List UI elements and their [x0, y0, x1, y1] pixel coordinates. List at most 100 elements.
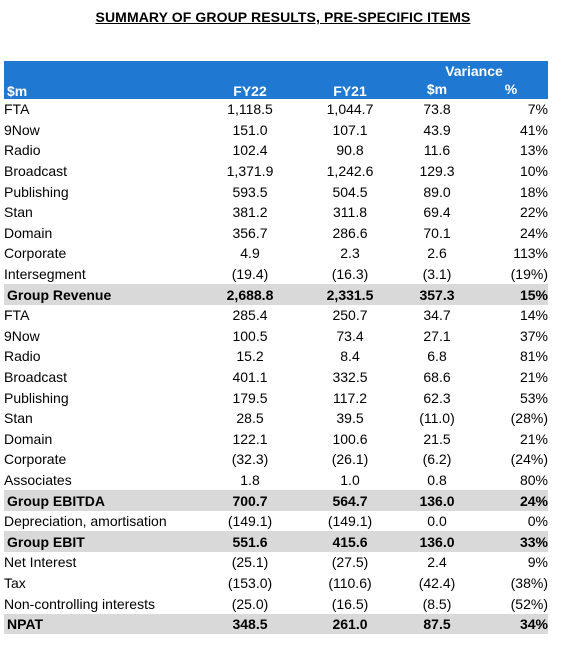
fy22-header: FY22 — [200, 61, 300, 99]
variance-dollar-value: 2.6 — [427, 245, 447, 262]
fy21-value: 117.2 — [333, 389, 367, 406]
row-label: Tax — [4, 574, 26, 591]
fy21-header: FY21 — [300, 61, 400, 99]
row-label: Radio — [4, 142, 41, 159]
fy21-value: 261.0 — [300, 613, 400, 635]
row-label: Associates — [4, 471, 72, 488]
variance-dollar-value: 129.3 — [419, 163, 455, 180]
variance-pct-value: 22% — [519, 204, 548, 221]
table-row: Non-controlling interests (25.0) (16.5) (8.… — [4, 593, 548, 614]
total-row: NPAT 348.5 261.0 87.5 34% — [4, 613, 548, 635]
variance-dollar-header: $m — [400, 79, 474, 99]
row-label: Group Revenue — [4, 284, 200, 305]
table-row: Radio 102.4 90.8 11.6 13% — [4, 140, 548, 161]
table-row: Stan 28.5 39.5 (11.0) (28%) — [4, 408, 548, 429]
variance-pct-value: 10% — [519, 163, 548, 180]
variance-dollar-value: 0.8 — [427, 471, 447, 488]
total-row: Group Revenue 2,688.8 2,331.5 357.3 15% — [4, 284, 548, 305]
variance-pct-value: 37% — [519, 327, 548, 344]
row-label: 9Now — [4, 121, 40, 138]
row-label: FTA — [4, 307, 30, 324]
row-label: Publishing — [4, 183, 69, 200]
fy21-value: (149.1) — [327, 513, 373, 530]
table-row: Tax (153.0) (110.6) (42.4) (38%) — [4, 573, 548, 594]
variance-dollar-value: 6.8 — [427, 348, 447, 365]
fy21-value: 1,044.7 — [326, 101, 374, 118]
variance-pct-value: 15% — [474, 284, 548, 305]
variance-dollar-value: 73.8 — [423, 101, 451, 118]
row-label: Net Interest — [4, 554, 77, 571]
variance-dollar-value: 136.0 — [400, 531, 474, 553]
variance-pct-value: 33% — [474, 531, 548, 553]
fy22-value: 122.1 — [232, 430, 268, 447]
variance-pct-value: 21% — [519, 369, 548, 386]
variance-pct-value: (38%) — [510, 574, 548, 591]
variance-pct-value: 41% — [519, 121, 548, 138]
table-row: FTA 1,118.5 1,044.7 73.8 7% — [4, 99, 548, 120]
fy22-value: 151.0 — [232, 121, 268, 138]
variance-pct-value: 0% — [527, 513, 548, 530]
variance-dollar-value: 43.9 — [423, 121, 451, 138]
row-label: 9Now — [4, 327, 40, 344]
variance-pct-value: (52%) — [510, 595, 548, 612]
fy21-value: 90.8 — [336, 142, 364, 159]
fy22-value: 1.8 — [240, 471, 260, 488]
report-title: SUMMARY OF GROUP RESULTS, PRE-SPECIFIC I… — [95, 9, 471, 25]
fy22-value: 700.7 — [200, 490, 300, 511]
variance-pct-value: 34% — [474, 613, 548, 635]
variance-pct-value: 18% — [519, 183, 548, 200]
fy21-value: 250.7 — [332, 307, 368, 324]
row-label: NPAT — [4, 613, 200, 635]
variance-pct-value: 53% — [519, 389, 548, 406]
variance-dollar-value: 62.3 — [423, 389, 451, 406]
fy22-value: 285.4 — [232, 307, 268, 324]
variance-dollar-value: 34.7 — [423, 307, 451, 324]
fy22-value: 15.2 — [236, 348, 264, 365]
table-header: $m FY22 FY21 Variance $m % — [4, 61, 548, 99]
variance-dollar-value: 21.5 — [423, 430, 451, 447]
table-row: Publishing 593.5 504.5 89.0 18% — [4, 181, 548, 202]
variance-pct-value: 81% — [519, 348, 548, 365]
variance-pct-value: 9% — [527, 554, 548, 571]
row-label: Broadcast — [4, 163, 68, 180]
fy22-value: (19.4) — [231, 266, 269, 283]
row-label: Publishing — [4, 389, 69, 406]
fy22-value: 28.5 — [236, 410, 264, 427]
total-row: Group EBITDA 700.7 564.7 136.0 24% — [4, 490, 548, 511]
table-row: Intersegment (19.4) (16.3) (3.1) (19%) — [4, 264, 548, 285]
variance-dollar-value: 357.3 — [400, 284, 474, 305]
variance-dollar-value: 2.4 — [427, 554, 447, 571]
fy22-value: (153.0) — [227, 574, 273, 591]
fy22-value: 551.6 — [200, 531, 300, 553]
fy22-value: 102.4 — [232, 142, 268, 159]
variance-pct-value: (28%) — [510, 410, 548, 427]
row-label: Corporate — [4, 451, 67, 468]
table-row: 9Now 151.0 107.1 43.9 41% — [4, 120, 548, 141]
table-row: Radio 15.2 8.4 6.8 81% — [4, 346, 548, 367]
fy22-value: 179.5 — [232, 389, 268, 406]
fy22-value: 356.7 — [232, 224, 268, 241]
table-row: Domain 122.1 100.6 21.5 21% — [4, 429, 548, 450]
total-row: Group EBIT 551.6 415.6 136.0 33% — [4, 531, 548, 553]
fy22-value: 2,688.8 — [200, 284, 300, 305]
variance-dollar-value: 70.1 — [423, 224, 451, 241]
variance-dollar-value: (8.5) — [422, 595, 452, 612]
row-label: Radio — [4, 348, 41, 365]
table-row: Associates 1.8 1.0 0.8 80% — [4, 470, 548, 491]
row-label: Group EBIT — [4, 531, 200, 553]
fy21-value: 1.0 — [340, 471, 360, 488]
fy21-value: 2.3 — [340, 245, 360, 262]
fy21-value: 415.6 — [300, 531, 400, 553]
variance-dollar-value: 87.5 — [400, 613, 474, 635]
fy21-value: (110.6) — [328, 574, 372, 591]
variance-dollar-value: 0.0 — [427, 513, 447, 530]
fy22-value: (32.3) — [231, 451, 269, 468]
table-row: FTA 285.4 250.7 34.7 14% — [4, 305, 548, 326]
fy21-value: 8.4 — [340, 348, 360, 365]
fy22-value: (25.0) — [231, 595, 269, 612]
variance-pct-value: 7% — [527, 101, 548, 118]
fy21-value: 286.6 — [332, 224, 368, 241]
row-label: Stan — [4, 410, 33, 427]
variance-pct-value: 80% — [519, 471, 548, 488]
variance-dollar-value: (6.2) — [422, 451, 452, 468]
